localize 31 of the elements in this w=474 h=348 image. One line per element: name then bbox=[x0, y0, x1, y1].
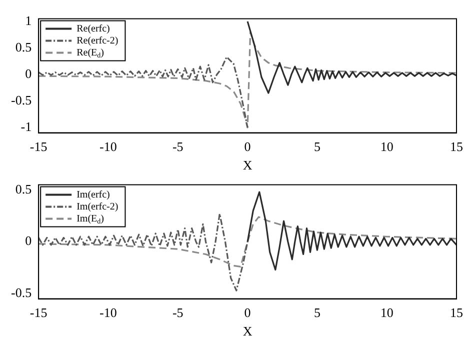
line-series bbox=[38, 213, 248, 292]
x-tick-label: 10 bbox=[380, 139, 394, 154]
x-tick-label: 15 bbox=[450, 139, 463, 154]
y-tick-label: 0 bbox=[25, 66, 32, 81]
legend-label: Im(erfc) bbox=[76, 189, 110, 200]
x-tick-label: 0 bbox=[244, 139, 251, 154]
y-tick-label: 0 bbox=[25, 233, 32, 248]
x-tick-label: -5 bbox=[172, 139, 184, 154]
x-tick-label: -10 bbox=[100, 139, 117, 154]
x-tick-label: -15 bbox=[30, 139, 48, 154]
x-tick-label: 0 bbox=[244, 305, 251, 320]
y-tick-label: 1 bbox=[25, 12, 32, 28]
x-tick-label: 5 bbox=[314, 139, 320, 154]
y-tick-label: -1 bbox=[20, 118, 32, 134]
x-axis-title: X bbox=[242, 324, 253, 339]
y-tick-label: 0.5 bbox=[15, 181, 32, 196]
x-tick-label: 10 bbox=[380, 305, 394, 320]
x-tick-label: -15 bbox=[30, 305, 48, 320]
legend-label: Re(erfc) bbox=[76, 23, 110, 34]
y-tick-label: 0.5 bbox=[15, 39, 32, 54]
legend-label: Re(erfc-2) bbox=[76, 35, 118, 46]
line-series bbox=[38, 216, 456, 268]
line-series bbox=[38, 56, 248, 128]
y-tick-label: -0.5 bbox=[10, 92, 32, 108]
y-tick-label: -0.5 bbox=[10, 285, 32, 300]
x-tick-label: -5 bbox=[172, 305, 184, 320]
x-axis-title: X bbox=[242, 158, 253, 173]
x-tick-label: 5 bbox=[314, 305, 320, 320]
x-tick-label: 15 bbox=[450, 305, 463, 320]
x-tick-label: -10 bbox=[100, 305, 117, 320]
legend-label: Im(erfc-2) bbox=[76, 201, 118, 212]
